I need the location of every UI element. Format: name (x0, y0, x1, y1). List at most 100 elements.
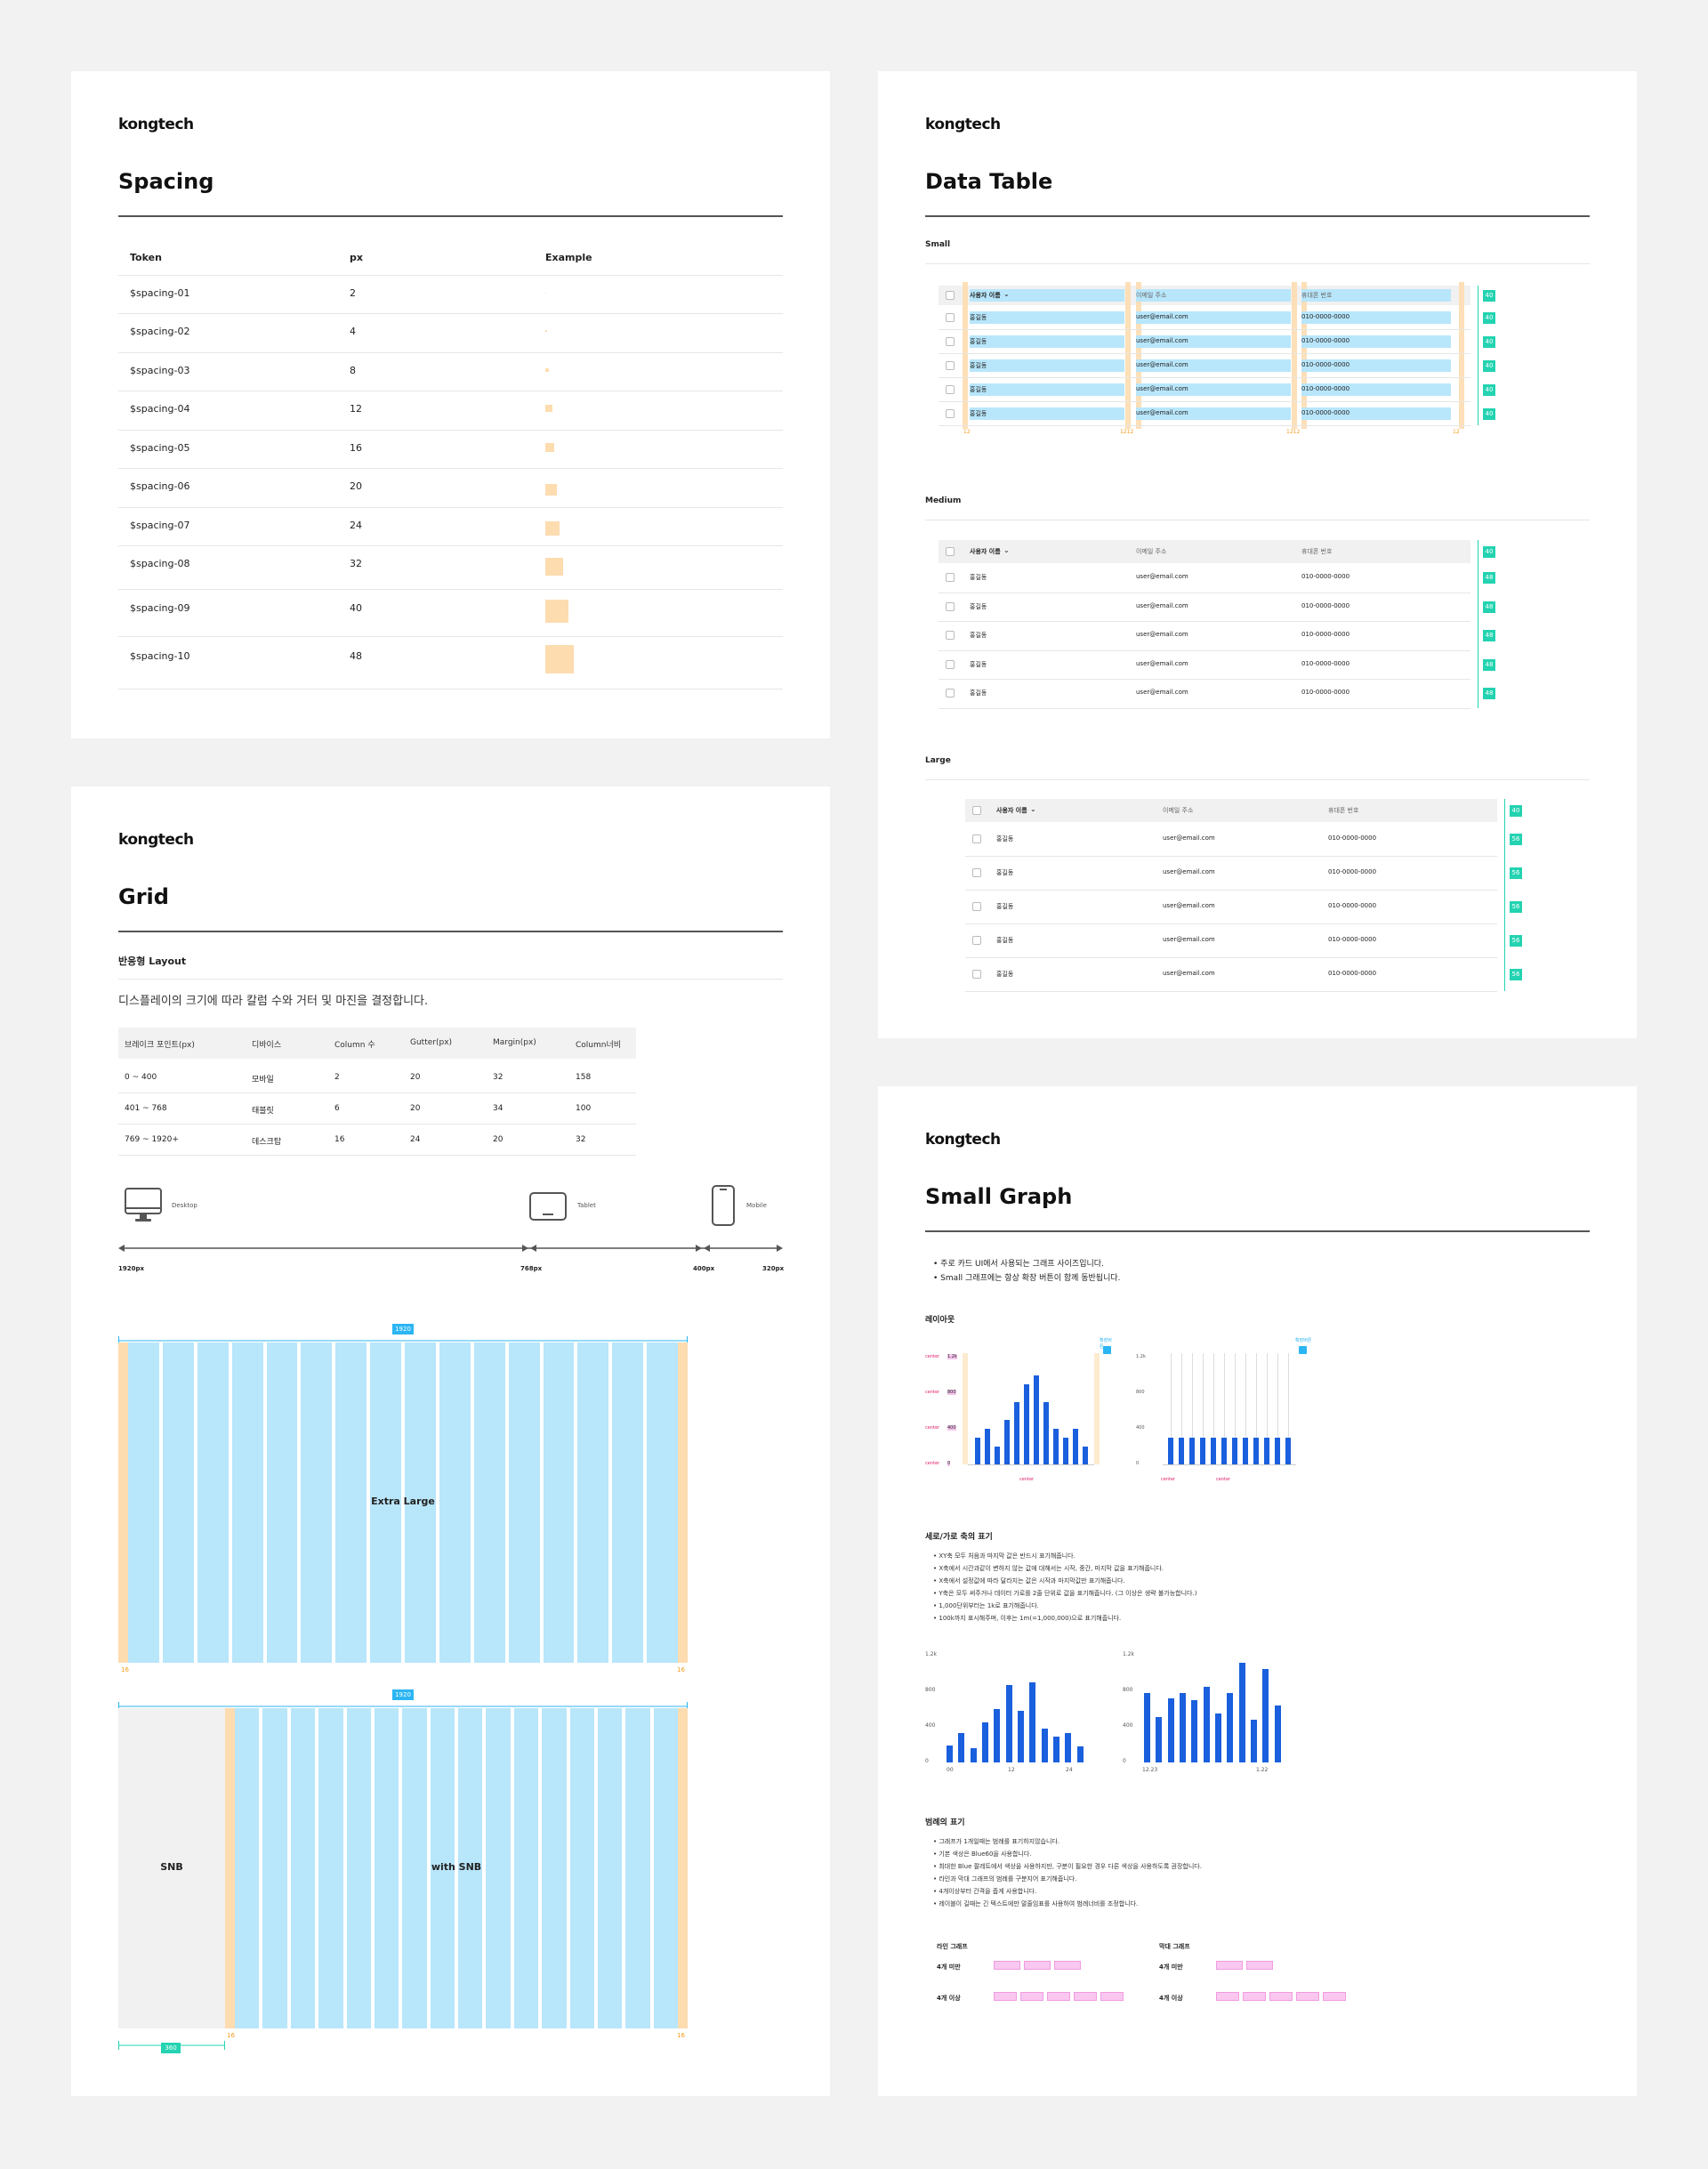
xl-width-badge: 1920 (392, 1324, 414, 1334)
cell-phone: 010-0000-0000 (1301, 689, 1350, 697)
column-header-name[interactable]: 사용자 이름 (996, 807, 1027, 814)
expand-icon[interactable] (1299, 1346, 1307, 1354)
layout-center-label: center (1019, 1477, 1035, 1482)
layout-tick-0: 1.2k (1136, 1354, 1146, 1359)
breakpoint-table-cell: 모바일 (252, 1076, 274, 1084)
row-checkbox[interactable] (972, 970, 981, 979)
desktop-icon (125, 1187, 162, 1224)
xl-grid-column (231, 1343, 263, 1663)
breakpoint-table-cell: 32 (576, 1135, 586, 1144)
row-checkbox[interactable] (946, 659, 955, 669)
section-title: 반응형 Layout (118, 955, 187, 967)
xl-grid-column (128, 1343, 159, 1663)
row-divider (118, 352, 783, 353)
layout-chart-1-bar (985, 1429, 990, 1464)
legend-note-text: 레이블이 길때는 긴 텍스트에만 말줄임표를 사용하여 범례너비를 조정합니다. (939, 1900, 1139, 1907)
row-height-badge: 56 (1510, 935, 1522, 947)
snb-panel-width-badge: 360 (161, 2043, 181, 2053)
row-checkbox[interactable] (972, 936, 981, 945)
axes-chart-a-bar (1029, 1682, 1036, 1762)
row-checkbox[interactable] (972, 806, 981, 815)
table-row-divider (939, 377, 1470, 378)
intro-note-text: Small 그래프에는 항상 확장 버튼이 함께 동반됩니다. (940, 1274, 1121, 1283)
axes-chart-b-bar (1180, 1693, 1186, 1762)
table-row-divider (939, 425, 1470, 426)
row-checkbox[interactable] (946, 601, 955, 611)
row-checkbox[interactable] (972, 902, 981, 911)
layout-chart-2-bar (1243, 1438, 1248, 1464)
axes-note-text: 100k까지 표시해주며, 이후는 1m(=1,000,000)으로 표기해줍니… (939, 1615, 1122, 1622)
spacing-example-swatch (545, 600, 568, 623)
legend-swatch (1216, 1992, 1239, 2001)
title-divider (118, 931, 783, 932)
data-table-card: kongtech Data Table Small Medium Large 사… (878, 71, 1637, 1038)
row-checkbox[interactable] (972, 868, 981, 877)
row-checkbox[interactable] (946, 573, 955, 583)
cell-email: user@email.com (1163, 835, 1215, 842)
sort-chevron-down-icon[interactable]: ⌄ (1030, 805, 1036, 813)
layout-chart-1-bar (1043, 1402, 1049, 1464)
cell-phone: 010-0000-0000 (1301, 408, 1350, 416)
sort-chevron-down-icon[interactable]: ⌄ (1003, 546, 1010, 554)
row-checkbox[interactable] (946, 312, 955, 322)
legend-row-over4-line: 4개 이상 (937, 1995, 961, 2002)
row-checkbox[interactable] (946, 336, 955, 346)
layout-chart-1-bar (1053, 1429, 1059, 1464)
spacing-example-swatch (545, 558, 563, 576)
cell-email: user@email.com (1136, 631, 1188, 639)
sort-chevron-down-icon[interactable]: ⌄ (1003, 290, 1010, 298)
medium-table-header (939, 540, 1470, 563)
xl-grid-column (612, 1343, 644, 1663)
breakpoint-table-cell: 0 ~ 400 (125, 1073, 157, 1082)
column-header-name[interactable]: 사용자 이름 (970, 548, 1001, 555)
breakpoint-table-header-bg (118, 1028, 636, 1059)
legend-swatch (1054, 1961, 1081, 1970)
table-row-divider (965, 923, 1497, 924)
spacing-px-value: 2 (350, 287, 356, 299)
row-height-badge: 48 (1483, 572, 1495, 585)
row-divider (118, 430, 783, 431)
legend-note-text: 4개이상부터 간격을 좁게 사용합니다. (939, 1888, 1037, 1895)
row-checkbox[interactable] (946, 631, 955, 641)
layout-center-label: center (925, 1390, 940, 1395)
column-header-name[interactable]: 사용자 이름 (970, 292, 1001, 299)
axes-chart-a-bar (947, 1746, 953, 1762)
layout-chart-1-bar (975, 1438, 980, 1464)
axes-b-ytick-0: 1.2k (1123, 1651, 1135, 1657)
row-checkbox[interactable] (946, 547, 955, 556)
device-label-desktop: Desktop (172, 1202, 197, 1209)
row-checkbox[interactable] (946, 384, 955, 394)
cell-phone: 010-0000-0000 (1328, 835, 1377, 842)
row-checkbox[interactable] (946, 360, 955, 370)
cell-phone: 010-0000-0000 (1301, 384, 1350, 392)
axes-chart-a-bar (1076, 1746, 1084, 1762)
axes-note-text: XY축 모두 처음과 마지막 값은 반드시 표기해줍니다. (939, 1552, 1076, 1560)
row-checkbox[interactable] (946, 408, 955, 418)
layout-chart-2-guide (1288, 1353, 1289, 1438)
breakpoint-table-header: Gutter(px) (410, 1038, 453, 1047)
axes-chart-b-bar (1156, 1717, 1163, 1762)
size-label-medium: Medium (925, 496, 962, 505)
legend-swatch (1269, 1992, 1293, 2001)
cell-content-guide (1136, 407, 1291, 420)
legend-note: • 기본 색상은 Blue60을 사용합니다. (933, 1851, 1032, 1858)
axes-a-xtick-2: 24 (1066, 1767, 1073, 1773)
row-checkbox[interactable] (972, 835, 981, 843)
layout-tick-2: 400 (947, 1425, 956, 1431)
row-divider (118, 636, 783, 637)
padding-guide (1125, 282, 1131, 429)
breakpoint-label-1920: 1920px (118, 1265, 145, 1272)
table-row-divider (965, 890, 1497, 891)
row-height-badge: 40 (1483, 546, 1495, 558)
layout-chart-1-bar (1083, 1447, 1088, 1464)
breakpoint-table-cell: 20 (410, 1104, 421, 1113)
row-checkbox[interactable] (946, 689, 955, 698)
expand-icon[interactable] (1103, 1346, 1111, 1354)
breakpoint-table-cell: 401 ~ 768 (125, 1104, 167, 1113)
cell-email: user@email.com (1136, 336, 1188, 344)
axes-chart-b-bar (1251, 1720, 1257, 1762)
padding-dimension-label: 12 (963, 429, 971, 435)
row-checkbox[interactable] (946, 291, 955, 300)
layout-chart-2-guide (1192, 1353, 1193, 1438)
snb-grid-column (542, 1708, 567, 2028)
